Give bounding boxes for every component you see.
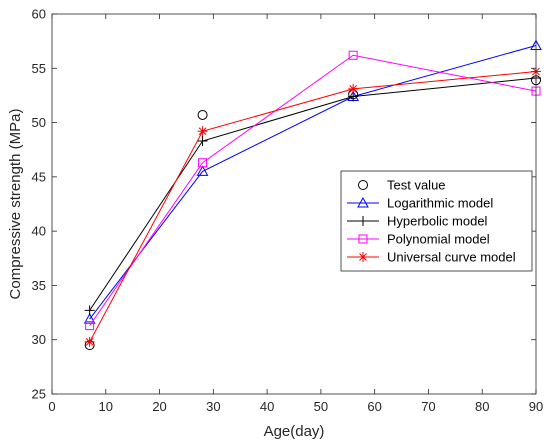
legend-marker <box>358 234 368 244</box>
legend-label: Universal curve model <box>387 250 516 265</box>
data-point <box>348 83 359 94</box>
y-tick-label: 50 <box>32 115 46 130</box>
legend-item: Polynomial model <box>347 232 490 247</box>
legend-label: Hyperbolic model <box>387 214 488 229</box>
data-point <box>196 165 209 176</box>
x-tick-label: 10 <box>99 399 113 414</box>
legend-marker <box>358 252 368 262</box>
x-tick-label: 60 <box>367 399 381 414</box>
y-tick-label: 55 <box>32 61 46 76</box>
legend-item: Logarithmic model <box>347 196 493 211</box>
data-point <box>84 305 95 316</box>
series-line <box>89 54 537 326</box>
x-tick-label: 70 <box>421 399 435 414</box>
y-tick-label: 45 <box>32 169 46 184</box>
legend-label: Polynomial model <box>387 232 490 247</box>
x-tick-label: 90 <box>529 399 543 414</box>
legend-marker <box>358 216 368 226</box>
y-tick-label: 35 <box>32 278 46 293</box>
legend-item: Hyperbolic model <box>347 214 488 229</box>
data-point <box>198 158 208 168</box>
legend-item: Universal curve model <box>347 250 516 265</box>
data-point <box>348 50 358 60</box>
data-point <box>84 336 95 347</box>
ticks-layer: 0 10 20 30 40 50 60 70 80 90 25 30 35 40 45 50 55 60 <box>32 7 544 415</box>
x-tick-label: 40 <box>260 399 274 414</box>
y-tick-label: 40 <box>32 224 46 239</box>
x-axis-title: Age(day) <box>264 423 325 440</box>
series-3 <box>85 50 541 331</box>
legend-marker <box>357 196 369 208</box>
y-tick-label: 30 <box>32 332 46 347</box>
series-layer <box>83 39 542 351</box>
x-tick-label: 50 <box>314 399 328 414</box>
axes-layer <box>51 13 537 395</box>
x-tick-label: 30 <box>206 399 220 414</box>
legend-item: Test value <box>358 178 446 193</box>
plot-frame <box>51 13 537 395</box>
series-line <box>89 71 537 343</box>
legend: Test value Logarithmic model Hyperbolic mo… <box>340 170 533 272</box>
data-point <box>197 136 208 147</box>
legend-label: Logarithmic model <box>387 196 493 211</box>
legend-label: Test value <box>387 178 446 193</box>
x-tick-label: 0 <box>48 399 55 414</box>
data-point <box>197 109 208 120</box>
legend-marker <box>358 180 368 190</box>
data-point <box>83 313 96 324</box>
y-tick-label: 25 <box>32 387 46 402</box>
data-point <box>197 126 208 137</box>
y-tick-label: 60 <box>32 7 46 22</box>
data-point <box>85 321 95 331</box>
y-axis-title: Compressive strength (MPa) <box>7 109 24 300</box>
series-line <box>89 45 537 320</box>
series-line <box>89 77 537 311</box>
x-tick-label: 80 <box>475 399 489 414</box>
x-tick-label: 20 <box>152 399 166 414</box>
